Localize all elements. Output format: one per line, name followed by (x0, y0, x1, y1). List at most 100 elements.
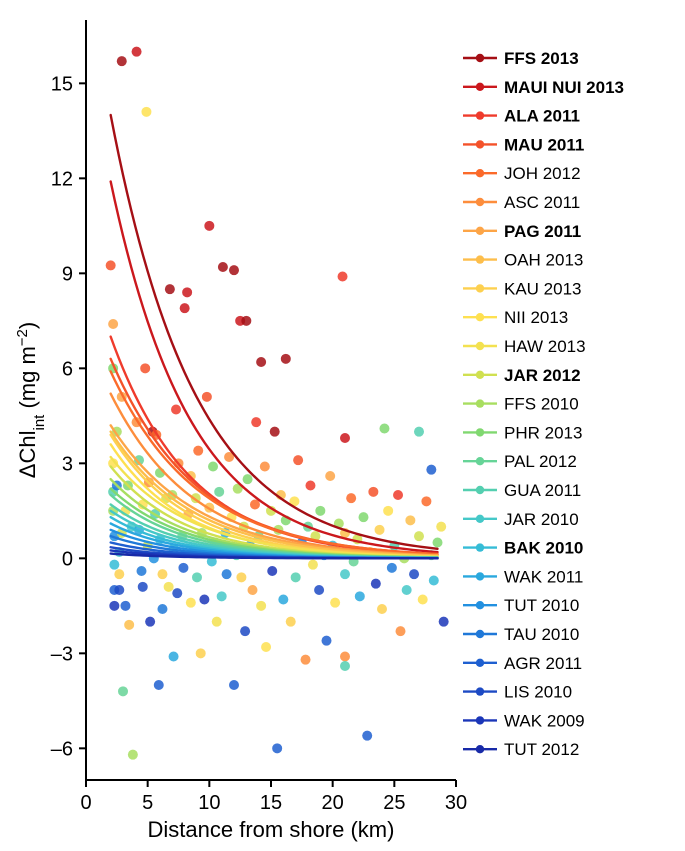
scatter-point (281, 354, 291, 364)
legend-marker (476, 399, 484, 407)
legend-marker (476, 486, 484, 494)
scatter-point (192, 572, 202, 582)
legend-marker (476, 227, 484, 235)
legend-marker (476, 284, 484, 292)
legend-marker (476, 745, 484, 753)
x-tick-label: 10 (198, 792, 220, 814)
legend-marker (476, 198, 484, 206)
legend-marker (476, 342, 484, 350)
scatter-point (291, 572, 301, 582)
legend-item: WAK 2009 (463, 711, 585, 730)
y-tick-label: 3 (62, 453, 73, 475)
legend-marker (476, 428, 484, 436)
y-tick-label: 15 (51, 73, 73, 95)
scatter-point (377, 604, 387, 614)
legend-label: MAUI NUI 2013 (504, 78, 624, 97)
legend-item: FFS 2010 (463, 395, 579, 414)
legend-label: ASC 2011 (504, 193, 580, 212)
x-tick-label: 0 (80, 792, 91, 814)
legend-label: OAH 2013 (504, 251, 583, 270)
scatter-point (169, 652, 179, 662)
legend-marker (476, 313, 484, 321)
legend-label: TAU 2010 (504, 625, 579, 644)
legend-marker (476, 140, 484, 148)
legend-item: TUT 2012 (463, 740, 579, 759)
scatter-point (218, 262, 228, 272)
scatter-point (270, 427, 280, 437)
scatter-point (208, 462, 218, 472)
legend-item: TUT 2010 (463, 596, 579, 615)
scatter-point (426, 465, 436, 475)
scatter-point (314, 585, 324, 595)
legend-label: ALA 2011 (504, 107, 580, 126)
scatter-point (171, 405, 181, 415)
curve-line (111, 182, 438, 553)
scatter-point (196, 648, 206, 658)
scatter-point (256, 357, 266, 367)
scatter-point (267, 566, 277, 576)
legend-item: JOH 2012 (463, 164, 581, 183)
chart-svg: 051015202530Distance from shore (km)–6–3… (0, 0, 685, 851)
legend-item: ALA 2011 (463, 107, 580, 126)
scatter-point (379, 424, 389, 434)
axes-spine (86, 20, 456, 780)
scatter-point (340, 569, 350, 579)
scatter-point (240, 626, 250, 636)
scatter-point (114, 569, 124, 579)
y-tick-label: –6 (51, 738, 73, 760)
y-tick-label: –3 (51, 643, 73, 665)
legend-label: PAG 2011 (504, 222, 581, 241)
scatter-point (120, 601, 130, 611)
legend-item: AGR 2011 (463, 654, 582, 673)
scatter-point (433, 538, 443, 548)
legend-label: HAW 2013 (504, 337, 586, 356)
legend-item: WAK 2011 (463, 567, 583, 586)
scatter-point (109, 560, 119, 570)
legend-marker (476, 457, 484, 465)
legend-item: MAU 2011 (463, 135, 584, 154)
legend-marker (476, 716, 484, 724)
scatter-point (375, 525, 385, 535)
scatter-point (293, 455, 303, 465)
scatter-point (165, 284, 175, 294)
scatter-point (243, 474, 253, 484)
legend-marker (476, 601, 484, 609)
scatter-point (330, 598, 340, 608)
legend-item: HAW 2013 (463, 337, 586, 356)
legend-marker (476, 371, 484, 379)
scatter-point (202, 392, 212, 402)
legend-label: MAU 2011 (504, 135, 584, 154)
curve-line (111, 359, 438, 554)
scatter-point (286, 617, 296, 627)
scatter-point (172, 588, 182, 598)
scatter-point (229, 680, 239, 690)
legend-label: TUT 2010 (504, 596, 579, 615)
legend-item: OAH 2013 (463, 251, 583, 270)
legend-label: NII 2013 (504, 308, 568, 327)
legend-item: PAL 2012 (463, 452, 577, 471)
scatter-point (128, 750, 138, 760)
legend-item: GUA 2011 (463, 481, 581, 500)
scatter-point (322, 636, 332, 646)
legend-label: FFS 2010 (504, 395, 579, 414)
scatter-point (371, 579, 381, 589)
x-axis-label: Distance from shore (km) (148, 817, 395, 842)
scatter-point (421, 496, 431, 506)
scatter-point (368, 487, 378, 497)
scatter-point (141, 107, 151, 117)
scatter-point (315, 506, 325, 516)
legend-marker (476, 54, 484, 62)
scatter-point (396, 626, 406, 636)
scatter-point (114, 585, 124, 595)
legend-label: BAK 2010 (504, 539, 583, 558)
scatter-point (250, 500, 260, 510)
legend-label: FFS 2013 (504, 49, 579, 68)
legend-item: PAG 2011 (463, 222, 581, 241)
scatter-point (157, 569, 167, 579)
legend-label: GUA 2011 (504, 481, 581, 500)
legend-label: JAR 2012 (504, 366, 581, 385)
scatter-group (106, 47, 449, 760)
legend-item: KAU 2013 (463, 279, 582, 298)
scatter-point (241, 316, 251, 326)
legend-item: TAU 2010 (463, 625, 579, 644)
